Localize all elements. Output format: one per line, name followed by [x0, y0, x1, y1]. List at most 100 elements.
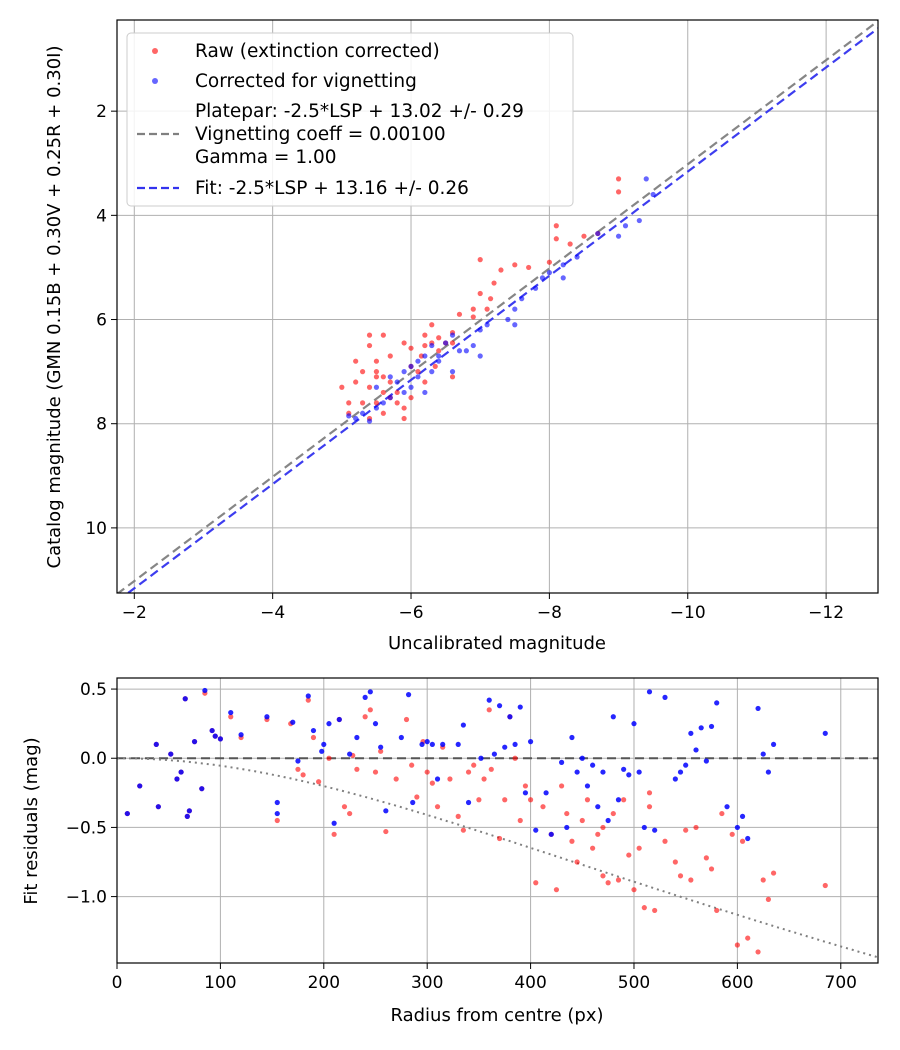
raw-residual-point — [646, 790, 653, 796]
corrected-residual-point — [465, 799, 472, 806]
raw-point — [546, 259, 552, 265]
corrected-residual-point — [155, 804, 161, 810]
bottom-x-label: Radius from centre (px) — [390, 1005, 603, 1026]
corrected-point — [394, 379, 400, 385]
corrected-residual-point — [548, 831, 554, 837]
corrected-point — [443, 340, 449, 346]
corrected-residual-point — [336, 716, 342, 723]
raw-residual-point — [305, 697, 311, 703]
raw-point — [436, 348, 442, 354]
top-x-tick-label: −6 — [398, 603, 423, 623]
bottom-plot: 0 100 200 300 400 500 600 700 0.5 0.0 −0.5 −1.0 Ra… — [21, 677, 879, 1026]
bottom-y-tick-label: −0.5 — [66, 818, 107, 838]
raw-point — [408, 345, 414, 351]
corrected-point — [346, 413, 352, 419]
raw-residual-point — [326, 755, 332, 761]
corrected-residual-point — [209, 727, 215, 734]
raw-residual-point — [362, 714, 368, 720]
bottom-plot-background — [117, 678, 878, 963]
raw-point — [449, 340, 456, 346]
raw-point — [484, 306, 490, 312]
corrected-residual-point — [646, 689, 653, 695]
bottom-y-ticks: 0.5 0.0 −0.5 −1.0 — [66, 680, 117, 908]
raw-point — [380, 374, 386, 380]
corrected-point — [505, 316, 511, 323]
raw-point — [415, 369, 421, 375]
top-plot-frame — [116, 19, 879, 594]
corrected-residual-point — [440, 741, 446, 748]
corrected-residual-point — [626, 772, 632, 778]
legend-corrected-label: Corrected for vignetting — [195, 71, 417, 92]
raw-point — [373, 400, 380, 406]
corrected-point — [484, 322, 490, 328]
corrected-point — [449, 369, 456, 375]
top-x-tick-label: −2 — [122, 603, 147, 623]
legend-raw-label: Raw (extinction corrected) — [195, 41, 440, 62]
raw-point — [366, 332, 373, 338]
corrected-residual-point — [491, 751, 497, 757]
corrected-residual-point — [662, 694, 668, 700]
corrected-residual-point — [652, 827, 658, 833]
bottom-y-tick-label: 0.5 — [80, 680, 107, 700]
corrected-residual-point — [714, 700, 720, 706]
corrected-residual-point — [310, 727, 317, 734]
legend-platepar-line-1: Platepar: -2.5*LSP + 13.02 +/- 0.29 — [195, 101, 524, 122]
corrected-residual-point — [184, 813, 190, 819]
raw-residual-point — [533, 880, 539, 886]
raw-point — [436, 335, 442, 341]
corrected-point — [373, 405, 380, 411]
legend-platepar-line-3: Gamma = 1.00 — [195, 147, 337, 168]
corrected-residual-point — [590, 762, 596, 768]
raw-residual-point — [590, 845, 596, 851]
corrected-residual-point — [217, 736, 223, 742]
corrected-residual-point — [186, 808, 192, 814]
corrected-point — [519, 296, 525, 302]
corrected-residual-point — [564, 824, 570, 831]
raw-residual-point — [559, 783, 565, 789]
corrected-residual-point — [698, 725, 704, 731]
raw-residual-point — [540, 804, 546, 810]
corrected-residual-point — [331, 820, 337, 826]
corrected-residual-point — [600, 769, 606, 775]
bottom-x-tick-label: 600 — [721, 973, 753, 993]
top-y-tick-label: 8 — [96, 415, 107, 435]
raw-point — [394, 400, 400, 406]
raw-residual-point — [316, 779, 322, 785]
raw-residual-point — [347, 810, 353, 817]
raw-residual-point — [631, 887, 637, 893]
corrected-point — [387, 395, 393, 401]
raw-point — [581, 233, 587, 239]
raw-point — [615, 176, 622, 182]
raw-point — [477, 257, 483, 263]
raw-point — [456, 311, 463, 317]
raw-residual-point — [739, 838, 746, 844]
corrected-residual-point — [765, 769, 771, 775]
raw-point — [477, 290, 483, 297]
corrected-point — [415, 358, 421, 364]
corrected-residual-point — [693, 747, 699, 753]
corrected-residual-point — [321, 741, 327, 748]
raw-point — [615, 189, 622, 195]
raw-point — [449, 374, 456, 380]
bottom-x-tick-label: 200 — [308, 973, 340, 993]
raw-residual-point — [760, 877, 766, 883]
raw-point — [553, 223, 559, 229]
raw-point — [387, 379, 393, 385]
raw-residual-point — [447, 776, 453, 782]
corrected-residual-point — [434, 776, 441, 782]
raw-point — [353, 379, 359, 385]
raw-point — [380, 389, 386, 396]
top-y-label: Catalog magnitude (GMN 0.15B + 0.30V + 0… — [44, 45, 65, 568]
corrected-residual-point — [410, 799, 416, 806]
raw-residual-point — [310, 734, 317, 741]
raw-residual-point — [383, 828, 389, 835]
corrected-residual-point — [199, 786, 205, 792]
legend: Raw (extinction corrected) Corrected for… — [126, 32, 574, 207]
corrected-residual-point — [405, 692, 412, 698]
raw-residual-point — [502, 797, 508, 803]
raw-residual-point — [488, 766, 494, 772]
corrected-residual-point — [559, 759, 565, 765]
raw-residual-point — [574, 859, 580, 865]
raw-residual-point — [708, 866, 715, 872]
raw-point — [553, 236, 559, 242]
